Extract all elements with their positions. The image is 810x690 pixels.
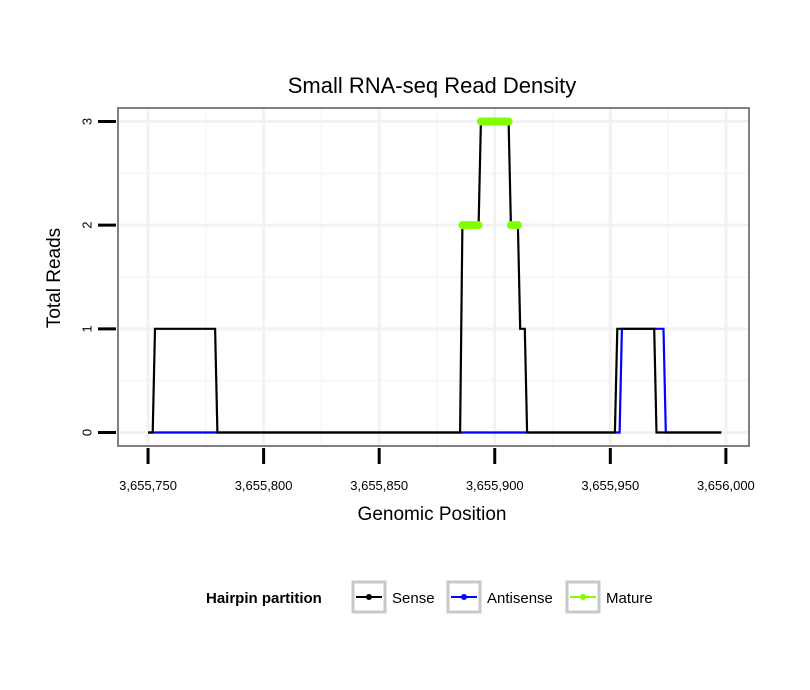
legend-label-sense: Sense	[392, 590, 435, 607]
y-tick-label: 1	[80, 325, 95, 332]
grid-minor	[118, 108, 749, 446]
x-tick-label: 3,655,850	[350, 478, 408, 493]
legend-label-antisense: Antisense	[487, 590, 553, 607]
x-tick-label: 3,655,750	[119, 478, 177, 493]
legend-point-sense	[366, 594, 372, 600]
x-tick-label: 3,655,900	[466, 478, 524, 493]
legend-entry-mature: Mature	[565, 580, 653, 614]
x-axis-title: Genomic Position	[358, 504, 507, 525]
y-axis: 0 1 2 3	[80, 118, 116, 436]
y-axis-title: Total Reads	[44, 228, 65, 328]
plot-border	[117, 107, 750, 447]
y-tick-label: 2	[80, 222, 95, 229]
legend-label-mature: Mature	[606, 590, 653, 607]
x-tick-label: 3,655,800	[235, 478, 293, 493]
y-tick-label: 0	[80, 429, 95, 436]
x-tick-label: 3,655,950	[581, 478, 639, 493]
legend-point-mature	[580, 594, 586, 600]
legend-entry-sense: Sense	[351, 580, 435, 614]
x-tick-label: 3,656,000	[697, 478, 755, 493]
series-line-sense	[148, 120, 722, 434]
y-tick-label: 3	[80, 118, 95, 125]
legend: Hairpin partition Sense Antisense Mature	[206, 580, 653, 614]
series-layer	[148, 117, 722, 434]
legend-title: Hairpin partition	[206, 590, 322, 607]
chart-title: Small RNA-seq Read Density	[288, 73, 577, 98]
legend-entry-antisense: Antisense	[446, 580, 553, 614]
legend-point-antisense	[461, 594, 467, 600]
x-axis: 3,655,750 3,655,800 3,655,850 3,655,900 3,65…	[119, 448, 755, 493]
